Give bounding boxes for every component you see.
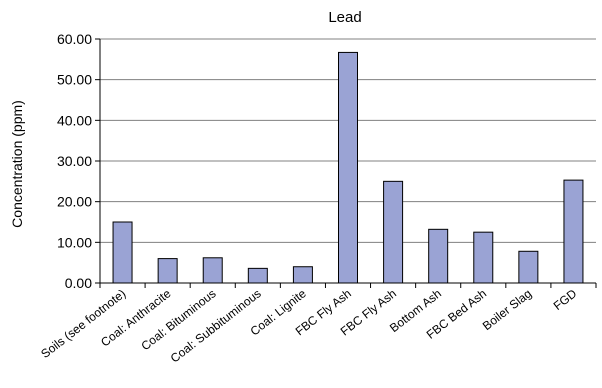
y-tick-label: 10.00 [57, 234, 92, 250]
bar [563, 179, 584, 284]
bar [473, 231, 494, 284]
y-axis-label: Concentration (ppm) [9, 100, 25, 228]
bars [112, 51, 584, 284]
y-tick-label: 30.00 [57, 153, 92, 169]
bar [112, 221, 133, 284]
x-tick-labels: Soils (see footnote)Coal: AnthraciteCoal… [38, 283, 597, 366]
x-tick-label: FGD [551, 286, 580, 313]
y-tick-label: 50.00 [57, 72, 92, 88]
x-tick-label: Boiler Slag [480, 286, 534, 333]
y-tick-label: 20.00 [57, 194, 92, 210]
bar [383, 180, 404, 284]
bar [338, 51, 358, 284]
bar [428, 228, 449, 284]
bar [292, 266, 313, 284]
y-tick-label: 40.00 [57, 112, 92, 128]
y-tick-label: 60.00 [57, 31, 92, 47]
bar [247, 267, 268, 284]
chart-title: Lead [328, 9, 361, 26]
bar [518, 250, 539, 284]
bar [202, 257, 223, 284]
bar [157, 258, 178, 284]
y-tick-labels: 0.00 10.00 20.00 30.00 40.00 50.00 60.00 [57, 31, 100, 291]
x-tick-label: Soils (see footnote) [38, 286, 128, 361]
y-tick-label: 0.00 [65, 275, 92, 291]
